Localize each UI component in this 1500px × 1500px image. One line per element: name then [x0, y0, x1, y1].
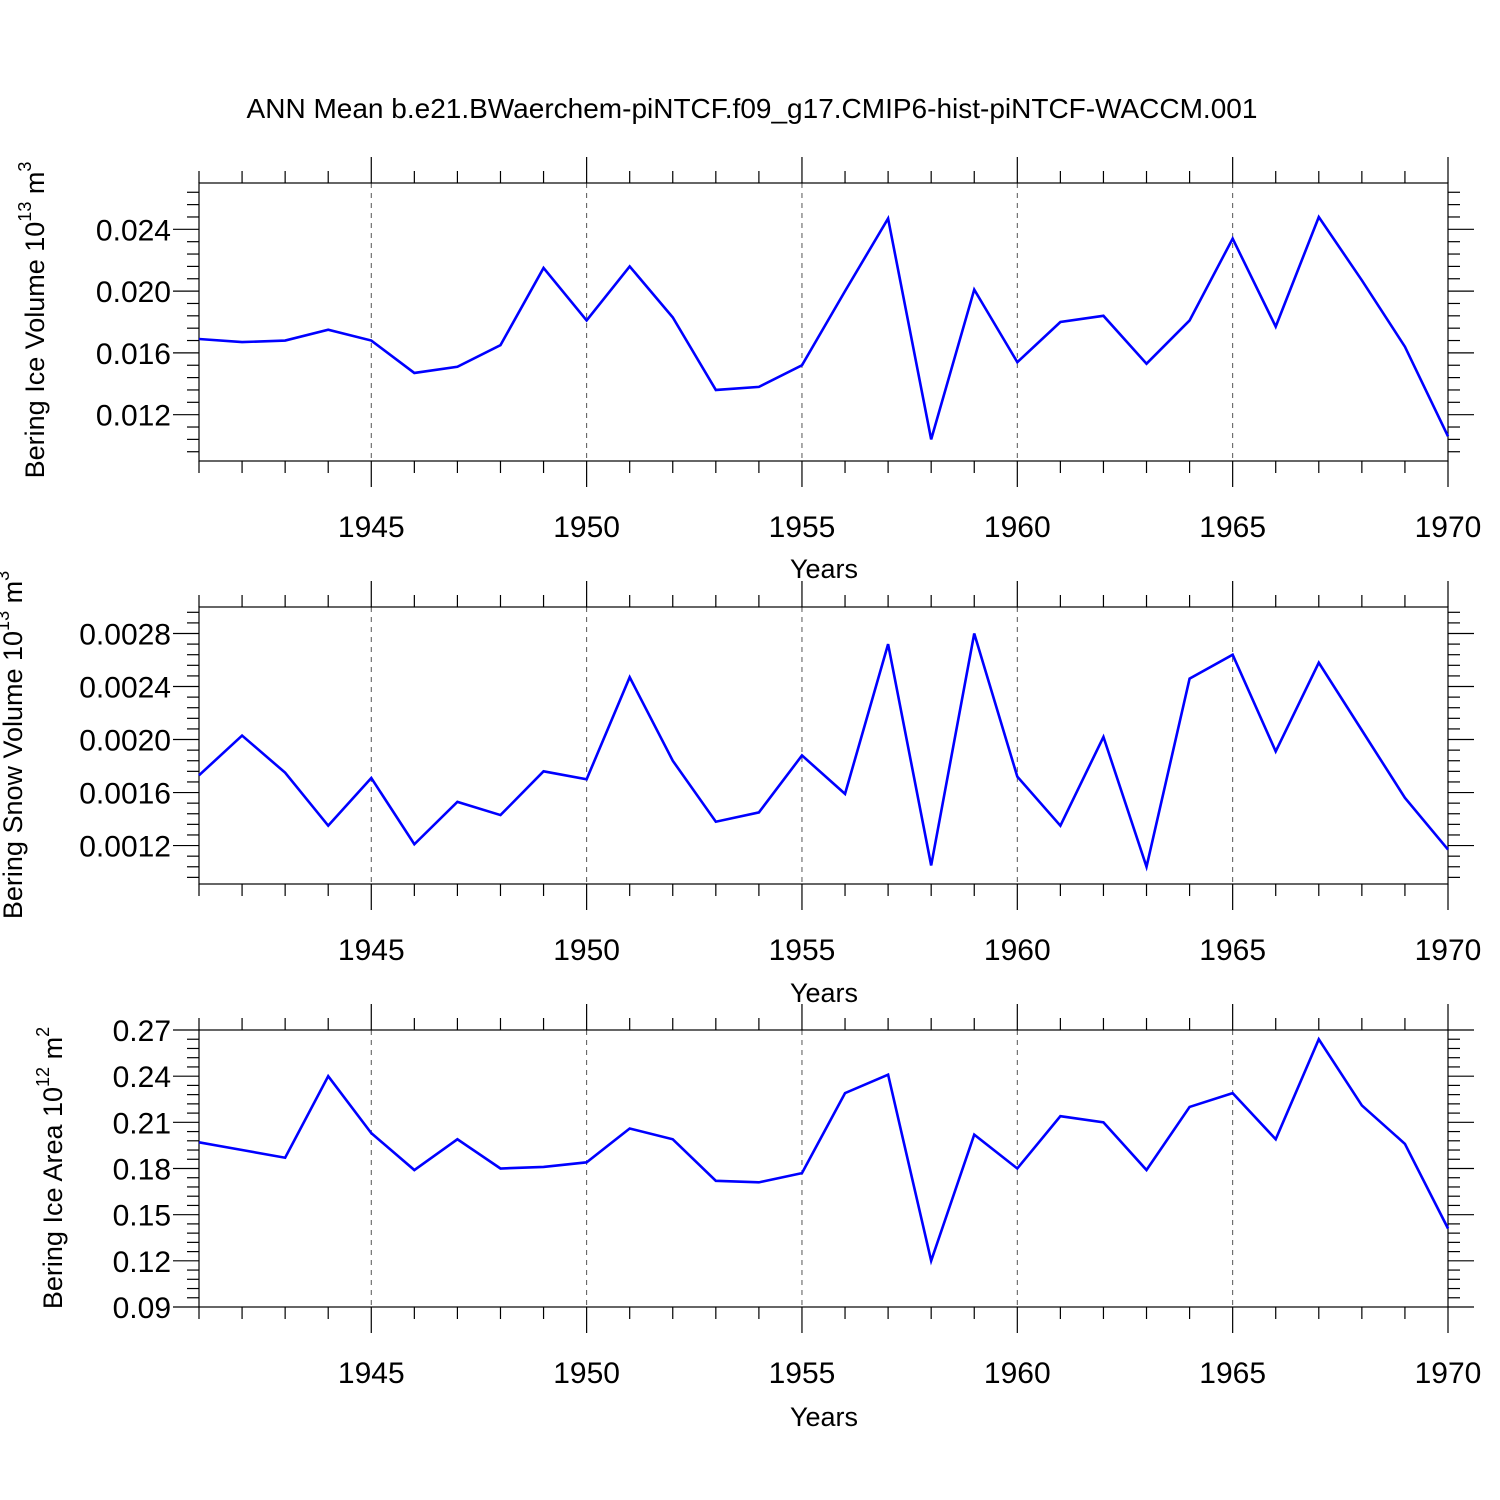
plot-area-snow-volume: 0.0012 0.0016 0.0020 0.0024 0.0028 1945 1950 19…	[79, 581, 1481, 967]
y-tick-label: 0.09	[113, 1292, 171, 1325]
x-tick-label: 1970	[1415, 934, 1482, 967]
xlabel-ice-volume: Years	[790, 554, 858, 584]
y-tick-label: 0.12	[113, 1246, 171, 1279]
y-tick-label: 0.24	[113, 1061, 171, 1094]
x-tick-label: 1970	[1415, 511, 1482, 544]
x-tick-label: 1950	[553, 934, 620, 967]
y-tick-label: 0.012	[96, 400, 171, 433]
ylabel-ice-area: Bering Ice Area 1012 m2	[33, 1027, 68, 1309]
y-tick-label: 0.0012	[79, 831, 171, 864]
ylabel-text: Bering Ice Area 10	[38, 1087, 68, 1309]
x-tick-label: 1945	[338, 1357, 405, 1390]
ylabel-exponent: 13	[15, 202, 35, 222]
plot-area-ice-volume: 0.012 0.016 0.020 0.024 1945 1950 1955 1960 1965…	[96, 157, 1481, 544]
ylabel-exponent: 13	[0, 611, 13, 631]
figure-title: ANN Mean b.e21.BWaerchem-piNTCF.f09_g17.…	[247, 93, 1258, 124]
y-tick-label: 0.0020	[79, 725, 171, 758]
x-tick-label: 1960	[984, 934, 1051, 967]
plot-frame	[198, 1029, 1449, 1308]
ylabel-snow-volume: Bering Snow Volume 1013 m3	[0, 571, 28, 919]
x-tick-label: 1965	[1199, 1357, 1266, 1390]
y-tick-label: 0.016	[96, 338, 171, 371]
xlabel-ice-area: Years	[790, 1402, 858, 1432]
y-tick-label: 0.18	[113, 1154, 171, 1187]
y-tick-label: 0.0016	[79, 778, 171, 811]
y-tick-label: 0.0024	[79, 672, 171, 705]
y-tick-label: 0.15	[113, 1200, 171, 1233]
y-tick-label: 0.0028	[79, 619, 171, 652]
ylabel-unit: m	[0, 581, 28, 611]
ylabel-unit-exponent: 3	[15, 162, 35, 172]
series-line	[198, 214, 1450, 440]
y-tick-label: 0.024	[96, 214, 171, 247]
x-tick-label: 1955	[769, 511, 836, 544]
x-tick-label: 1950	[553, 1357, 620, 1390]
x-tick-label: 1945	[338, 934, 405, 967]
plot-frame	[198, 606, 1449, 885]
ylabel-unit: m	[38, 1037, 68, 1067]
x-tick-label: 1965	[1199, 511, 1266, 544]
x-tick-label: 1950	[553, 511, 620, 544]
y-tick-label: 0.27	[113, 1015, 171, 1048]
plot-area-ice-area: 0.09 0.12 0.15 0.18 0.21 0.24 0.27 1945 1950 1955…	[113, 1004, 1482, 1390]
xlabel-snow-volume: Years	[790, 978, 858, 1008]
x-tick-label: 1965	[1199, 934, 1266, 967]
y-tick-label: 0.020	[96, 276, 171, 309]
ylabel-text: Bering Snow Volume 10	[0, 631, 28, 919]
x-tick-label: 1960	[984, 511, 1051, 544]
ylabel-unit-exponent: 2	[33, 1027, 53, 1037]
ylabel-ice-volume: Bering Ice Volume 1013 m3	[15, 162, 50, 479]
panel-snow-volume: Bering Snow Volume 1013 m3 Years 0.00120…	[0, 571, 1481, 1008]
panel-ice-volume: Bering Ice Volume 1013 m3 Years 0.0120.0…	[15, 157, 1481, 584]
ylabel-text: Bering Ice Volume 10	[20, 222, 50, 479]
series-line	[198, 1036, 1450, 1266]
y-tick-label: 0.21	[113, 1107, 171, 1140]
x-tick-label: 1970	[1415, 1357, 1482, 1390]
panel-ice-area: Bering Ice Area 1012 m2 Years 0.090.120.…	[33, 1004, 1481, 1432]
series-line	[198, 633, 1449, 872]
x-tick-label: 1960	[984, 1357, 1051, 1390]
ylabel-unit: m	[20, 172, 50, 202]
plot-frame	[198, 182, 1449, 462]
x-tick-label: 1955	[769, 1357, 836, 1390]
x-tick-label: 1955	[769, 934, 836, 967]
x-tick-label: 1945	[338, 511, 405, 544]
ylabel-unit-exponent: 3	[0, 571, 13, 581]
ylabel-exponent: 12	[33, 1067, 53, 1087]
